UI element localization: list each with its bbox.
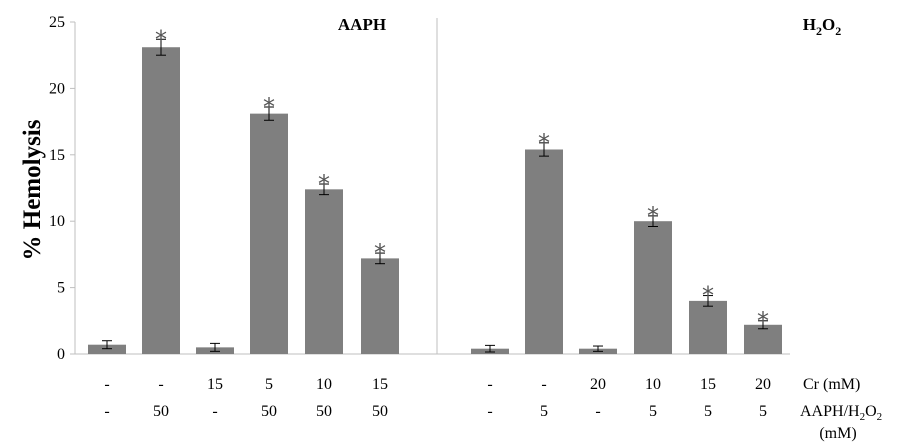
oxidant-concentration-label: 50 [261,403,277,420]
panel-titles: AAPH H2O2 [338,15,841,38]
significance-star: * [757,307,769,335]
oxidant-concentration-label: 50 [316,403,332,420]
y-tick-label: 25 [49,14,65,31]
significance-star: * [155,25,167,53]
oxidant-concentration-label: - [212,403,217,420]
oxidant-row-unit: (mM) [819,425,856,442]
cr-row-label: Cr (mM) [803,376,860,393]
bar [250,113,288,355]
bar [744,324,782,354]
oxidant-concentration-label: - [595,403,600,420]
bar [142,47,180,355]
x-category-labels: - - - 50 15 - 5 50 10 50 15 50 - - - 5 20 - 10 5 15 5 20 5 [104,376,771,420]
cr-concentration-label: - [541,376,546,393]
significance-star: * [647,202,659,230]
oxidant-concentration-label: 50 [153,403,169,420]
cr-concentration-label: 15 [372,376,388,393]
bars [88,47,782,355]
significance-star: * [538,129,550,157]
significance-star: * [702,282,714,310]
y-tick-label: 10 [49,213,65,230]
cr-concentration-label: 10 [316,376,332,393]
oxidant-concentration-label: - [487,403,492,420]
y-tick-label: 0 [57,346,65,363]
significance-star: * [318,170,330,198]
oxidant-concentration-label: 5 [649,403,657,420]
panel-title: AAPH [338,15,386,34]
y-axis-title: % Hemolysis [19,119,46,260]
significance-markers: * * * * * * * * [155,25,769,335]
oxidant-row-label: AAPH/H2O2 [800,403,882,423]
cr-concentration-label: 20 [590,376,606,393]
oxidant-concentration-label: - [104,403,109,420]
bar [305,189,343,354]
error-bars [102,38,768,353]
bar [689,300,727,354]
bar [88,344,126,354]
significance-star: * [374,239,386,267]
cr-concentration-label: - [487,376,492,393]
bar [525,149,563,354]
cr-concentration-label: - [158,376,163,393]
oxidant-concentration-label: 50 [372,403,388,420]
y-tick-label: 5 [57,280,65,297]
cr-concentration-label: 10 [645,376,661,393]
cr-concentration-label: 15 [207,376,223,393]
cr-concentration-label: 15 [700,376,716,393]
bar [634,221,672,354]
y-tick-label: 20 [49,80,65,97]
significance-star: * [263,93,275,121]
cr-concentration-label: 5 [265,376,273,393]
cr-concentration-label: - [104,376,109,393]
y-tick-label: 15 [49,147,65,164]
row-labels: Cr (mM) AAPH/H2O2 (mM) [800,376,882,442]
oxidant-concentration-label: 5 [540,403,548,420]
oxidant-concentration-label: 5 [704,403,712,420]
panel-title: H2O2 [803,15,841,38]
oxidant-concentration-label: 5 [759,403,767,420]
cr-concentration-label: 20 [755,376,771,393]
bar [361,258,399,354]
